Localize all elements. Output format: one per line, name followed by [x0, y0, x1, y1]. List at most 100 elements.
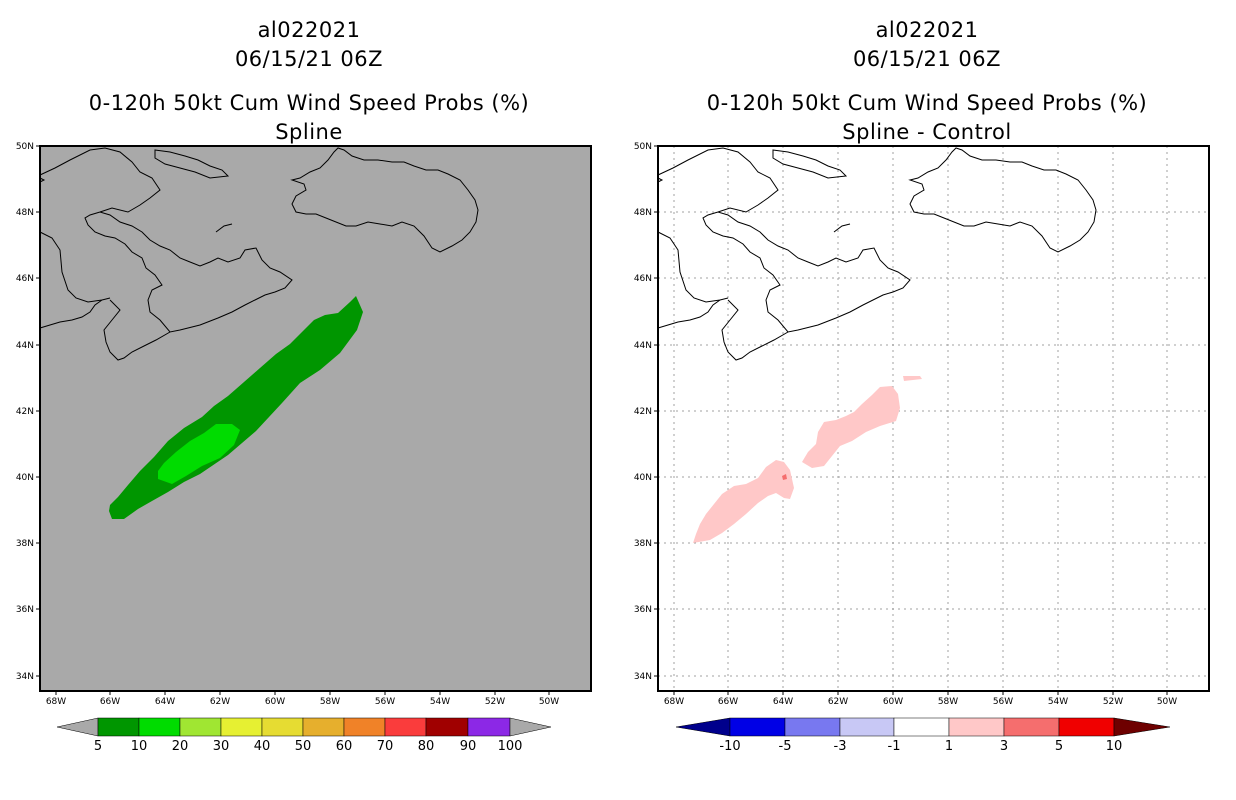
map-svg: 50N 48N 46N 44N 42N 40N 38N 36N 34N 68W …	[16, 142, 592, 754]
lat-axis: 50N 48N 46N 44N 42N 40N 38N 36N 34N	[634, 142, 658, 682]
colorbar-swatch	[261, 717, 304, 737]
lon-label: 52W	[1103, 697, 1123, 707]
colorbar-label: 50	[295, 739, 312, 754]
colorbar-label: 10	[131, 739, 148, 754]
lon-label: 68W	[46, 697, 66, 707]
colorbar-label: 80	[418, 739, 435, 754]
colorbar-swatch	[784, 717, 841, 737]
lon-label: 64W	[773, 697, 793, 707]
colorbar-label: -5	[779, 739, 792, 754]
datetime-title: 06/15/21 06Z	[852, 47, 1002, 71]
lon-label: 62W	[210, 697, 230, 707]
colorbar-label: 60	[336, 739, 353, 754]
colorbar-swatch	[220, 717, 263, 737]
colorbar-label: 1	[945, 739, 953, 754]
lat-label: 46N	[634, 274, 652, 284]
lon-label: 58W	[320, 697, 340, 707]
map-frame	[39, 145, 592, 692]
lon-label: 66W	[718, 697, 738, 707]
colorbar-left-arrow	[56, 717, 99, 737]
colorbar-right-arrow	[509, 717, 552, 737]
colorbar-label: 100	[498, 739, 523, 754]
colorbar-swatch	[179, 717, 222, 737]
storm-id-title: al022021	[875, 18, 979, 42]
colorbar: -10 -5 -3 -1 1 3 5 10	[675, 717, 1171, 754]
lon-label: 50W	[539, 697, 559, 707]
colorbar-swatch	[302, 717, 345, 737]
lat-label: 40N	[16, 473, 34, 483]
lon-label: 56W	[993, 697, 1013, 707]
lat-label: 40N	[634, 473, 652, 483]
lon-label: 60W	[265, 697, 285, 707]
colorbar-swatch	[1058, 717, 1115, 737]
lon-label: 64W	[155, 697, 175, 707]
map-frame	[657, 145, 1210, 692]
colorbar-label: -3	[834, 739, 847, 754]
colorbar-label: 20	[172, 739, 189, 754]
lon-label: 66W	[100, 697, 120, 707]
lon-label: 56W	[375, 697, 395, 707]
colorbar-swatch	[948, 717, 1005, 737]
colorbar-label: 70	[377, 739, 394, 754]
lon-label: 52W	[485, 697, 505, 707]
map-background	[40, 146, 591, 691]
map-svg: 50N 48N 46N 44N 42N 40N 38N 36N 34N 68W …	[634, 142, 1210, 754]
lat-label: 42N	[16, 407, 34, 417]
storm-id-title: al022021	[257, 18, 361, 42]
lat-label: 34N	[634, 672, 652, 682]
lat-label: 50N	[16, 142, 34, 152]
lon-label: 54W	[1048, 697, 1068, 707]
colorbar-label: -10	[719, 739, 740, 754]
colorbar-label: 30	[213, 739, 230, 754]
lon-label: 62W	[828, 697, 848, 707]
colorbar-swatch	[1003, 717, 1060, 737]
datetime-title: 06/15/21 06Z	[234, 47, 384, 71]
colorbar-label: 10	[1106, 739, 1123, 754]
colorbar-swatch	[425, 717, 469, 737]
diff-1-3-contour	[693, 460, 794, 543]
diff-1-3-contour	[802, 386, 900, 468]
lat-label: 50N	[634, 142, 652, 152]
lat-label: 38N	[16, 539, 34, 549]
colorbar-swatch	[97, 717, 140, 737]
colorbar-label: 40	[254, 739, 271, 754]
coastline-icon	[39, 147, 479, 361]
lat-label: 36N	[16, 605, 34, 615]
colorbar-label: 5	[1055, 739, 1063, 754]
lat-label: 48N	[634, 208, 652, 218]
lat-label: 36N	[634, 605, 652, 615]
lat-label: 46N	[16, 274, 34, 284]
coastline-icon	[657, 147, 1097, 361]
lon-label: 58W	[938, 697, 958, 707]
subtitle: Spline	[275, 120, 343, 144]
diff-contours	[693, 376, 922, 543]
colorbar: 5 10 20 30 40 50 60 70 80 90 100	[56, 717, 552, 754]
lon-label: 54W	[430, 697, 450, 707]
colorbar-label: 90	[460, 739, 477, 754]
lat-axis: 50N 48N 46N 44N 42N 40N 38N 36N 34N	[16, 142, 40, 682]
product-title: 0-120h 50kt Cum Wind Speed Probs (%)	[706, 91, 1148, 115]
product-title: 0-120h 50kt Cum Wind Speed Probs (%)	[88, 91, 530, 115]
colorbar-swatch	[384, 717, 427, 737]
lat-label: 48N	[16, 208, 34, 218]
colorbar-right-arrow	[1113, 717, 1171, 737]
lat-label: 44N	[634, 341, 652, 351]
colorbar-label: -1	[888, 739, 901, 754]
subtitle: Spline - Control	[842, 120, 1012, 144]
panel-spline: al022021 06/15/21 06Z 0-120h 50kt Cum Wi…	[16, 18, 592, 754]
diff-3-5-contour	[782, 474, 787, 480]
prob-10-contour	[158, 424, 240, 484]
colorbar-swatch	[729, 717, 786, 737]
colorbar-swatch	[839, 717, 895, 737]
lon-label: 60W	[883, 697, 903, 707]
diff-1-3-contour	[903, 376, 922, 381]
lat-label: 42N	[634, 407, 652, 417]
colorbar-swatch	[467, 717, 511, 737]
lon-label: 50W	[1157, 697, 1177, 707]
colorbar-label: 5	[94, 739, 102, 754]
lat-label: 34N	[16, 672, 34, 682]
lat-label: 44N	[16, 341, 34, 351]
colorbar-swatch	[893, 717, 950, 737]
panel-spline-minus-control: al022021 06/15/21 06Z 0-120h 50kt Cum Wi…	[618, 0, 1236, 800]
colorbar-swatch	[138, 717, 181, 737]
